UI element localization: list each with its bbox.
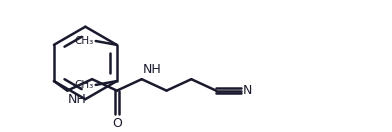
Text: N: N: [243, 84, 252, 97]
Text: CH₃: CH₃: [74, 36, 94, 46]
Text: O: O: [112, 117, 122, 130]
Text: NH: NH: [68, 93, 87, 106]
Text: NH: NH: [143, 63, 162, 76]
Text: CH₃: CH₃: [74, 80, 94, 90]
